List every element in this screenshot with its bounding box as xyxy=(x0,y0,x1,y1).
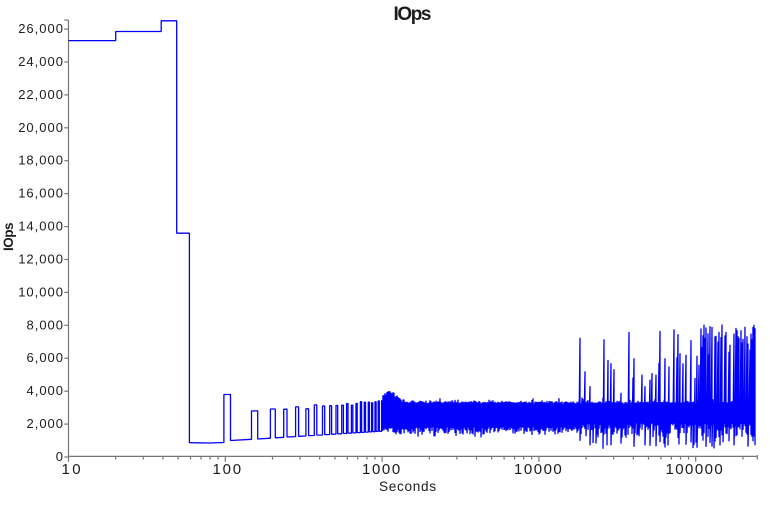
svg-text:18,000: 18,000 xyxy=(18,153,63,168)
svg-text:16,000: 16,000 xyxy=(18,186,63,201)
svg-text:6,000: 6,000 xyxy=(27,350,64,365)
svg-text:10000: 10000 xyxy=(514,461,562,478)
svg-text:1000: 1000 xyxy=(362,461,400,478)
svg-text:Seconds: Seconds xyxy=(379,479,436,494)
svg-text:2,000: 2,000 xyxy=(27,416,64,431)
svg-text:100000: 100000 xyxy=(666,461,723,478)
svg-text:12,000: 12,000 xyxy=(18,252,63,267)
svg-text:8,000: 8,000 xyxy=(27,317,64,332)
svg-text:100: 100 xyxy=(213,461,242,478)
svg-text:IOps: IOps xyxy=(394,4,432,25)
svg-text:20,000: 20,000 xyxy=(18,120,63,135)
svg-text:26,000: 26,000 xyxy=(18,21,63,36)
svg-text:14,000: 14,000 xyxy=(18,219,63,234)
svg-text:4,000: 4,000 xyxy=(27,383,64,398)
svg-text:IOps: IOps xyxy=(1,223,16,252)
svg-text:0: 0 xyxy=(56,449,63,464)
svg-text:22,000: 22,000 xyxy=(18,87,63,102)
svg-text:10,000: 10,000 xyxy=(18,284,63,299)
svg-text:24,000: 24,000 xyxy=(18,54,63,69)
